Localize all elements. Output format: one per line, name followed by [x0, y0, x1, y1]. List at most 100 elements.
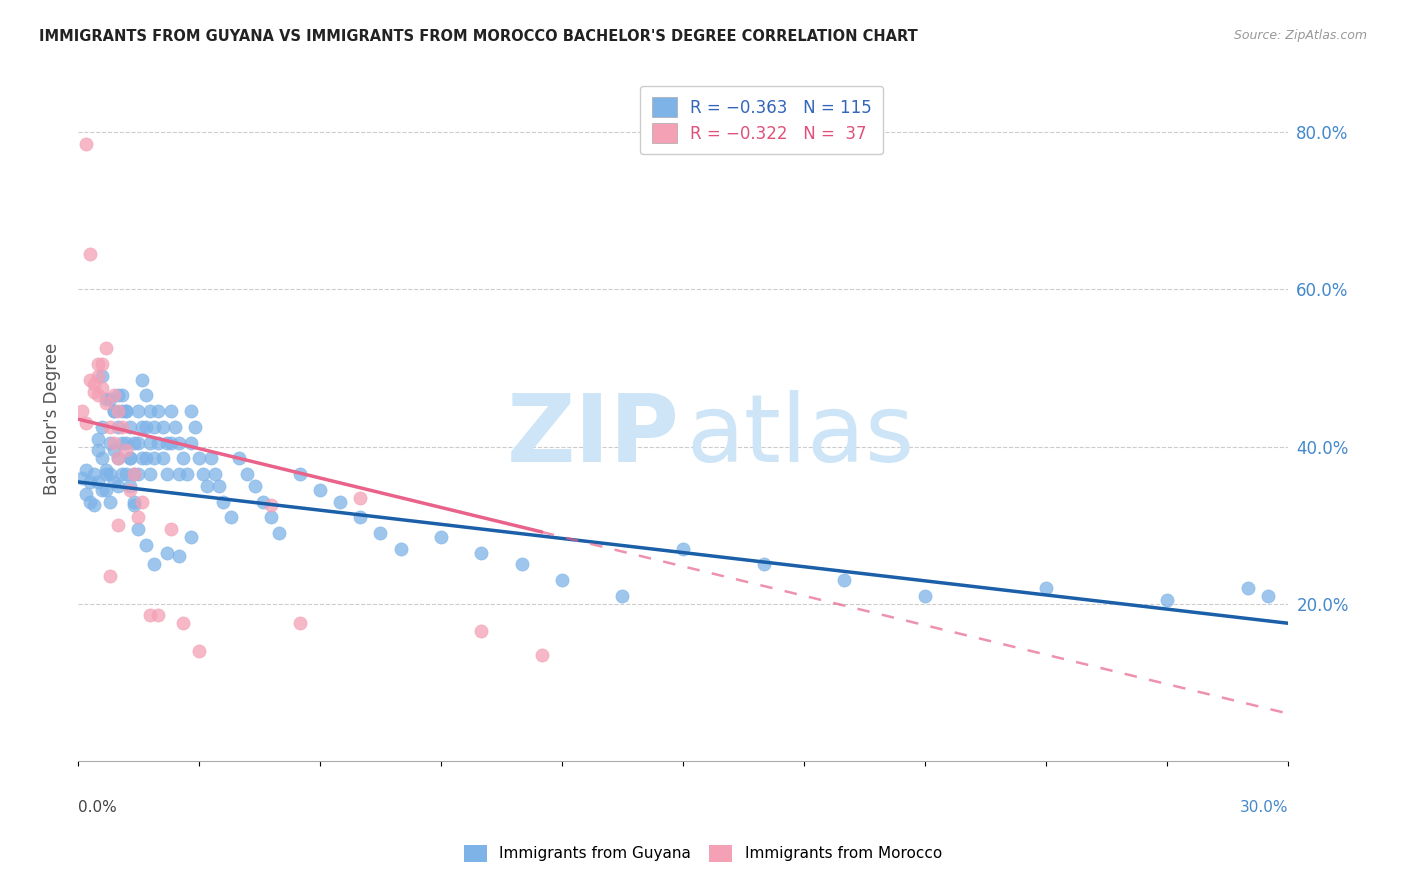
Point — [1156, 592, 1178, 607]
Point — [159, 435, 181, 450]
Point — [87, 368, 110, 383]
Text: IMMIGRANTS FROM GUYANA VS IMMIGRANTS FROM MOROCCO BACHELOR'S DEGREE CORRELATION : IMMIGRANTS FROM GUYANA VS IMMIGRANTS FRO… — [39, 29, 918, 44]
Point — [1035, 581, 1057, 595]
Text: 0.0%: 0.0% — [77, 799, 117, 814]
Point — [148, 608, 170, 623]
Point — [143, 420, 166, 434]
Text: Source: ZipAtlas.com: Source: ZipAtlas.com — [1233, 29, 1367, 42]
Point — [91, 420, 114, 434]
Point — [75, 416, 97, 430]
Point — [103, 388, 125, 402]
Point — [167, 467, 190, 481]
Point — [1257, 589, 1279, 603]
Point — [83, 467, 105, 481]
Point — [127, 404, 149, 418]
Point — [111, 404, 134, 418]
Point — [252, 494, 274, 508]
Point — [152, 451, 174, 466]
Point — [120, 451, 142, 466]
Point — [131, 451, 153, 466]
Point — [87, 432, 110, 446]
Point — [107, 518, 129, 533]
Point — [148, 404, 170, 418]
Point — [288, 616, 311, 631]
Point — [349, 510, 371, 524]
Point — [107, 388, 129, 402]
Point — [98, 420, 121, 434]
Point — [98, 392, 121, 407]
Point — [120, 479, 142, 493]
Point — [155, 435, 177, 450]
Point — [103, 435, 125, 450]
Point — [91, 368, 114, 383]
Point — [87, 357, 110, 371]
Point — [127, 522, 149, 536]
Point — [752, 558, 775, 572]
Point — [122, 467, 145, 481]
Point — [180, 404, 202, 418]
Point — [75, 463, 97, 477]
Point — [107, 479, 129, 493]
Point — [91, 357, 114, 371]
Point — [204, 467, 226, 481]
Point — [148, 435, 170, 450]
Point — [155, 467, 177, 481]
Point — [269, 525, 291, 540]
Point — [672, 541, 695, 556]
Point — [83, 384, 105, 399]
Point — [79, 494, 101, 508]
Point — [83, 499, 105, 513]
Point — [98, 435, 121, 450]
Point — [87, 475, 110, 489]
Point — [212, 494, 235, 508]
Point — [191, 467, 214, 481]
Point — [389, 541, 412, 556]
Point — [139, 435, 162, 450]
Point — [127, 467, 149, 481]
Point — [111, 435, 134, 450]
Point — [111, 388, 134, 402]
Point — [111, 420, 134, 434]
Point — [612, 589, 634, 603]
Point — [349, 491, 371, 505]
Point — [103, 443, 125, 458]
Point — [135, 388, 157, 402]
Point — [470, 624, 492, 639]
Point — [127, 435, 149, 450]
Point — [94, 392, 117, 407]
Point — [139, 404, 162, 418]
Point — [87, 388, 110, 402]
Point — [98, 569, 121, 583]
Point — [139, 608, 162, 623]
Point — [103, 404, 125, 418]
Point — [131, 373, 153, 387]
Point — [91, 483, 114, 497]
Point — [176, 467, 198, 481]
Point — [94, 483, 117, 497]
Point — [131, 494, 153, 508]
Point — [83, 376, 105, 391]
Point — [163, 420, 186, 434]
Point — [91, 451, 114, 466]
Point — [94, 467, 117, 481]
Point — [530, 648, 553, 662]
Point — [115, 404, 138, 418]
Point — [172, 616, 194, 631]
Point — [155, 545, 177, 559]
Point — [430, 530, 453, 544]
Point — [98, 467, 121, 481]
Point — [236, 467, 259, 481]
Point — [187, 644, 209, 658]
Point — [143, 451, 166, 466]
Legend: Immigrants from Guyana, Immigrants from Morocco: Immigrants from Guyana, Immigrants from … — [458, 838, 948, 868]
Point — [260, 499, 283, 513]
Point — [288, 467, 311, 481]
Point — [228, 451, 250, 466]
Text: atlas: atlas — [686, 390, 915, 483]
Point — [120, 420, 142, 434]
Point — [127, 510, 149, 524]
Point — [135, 420, 157, 434]
Point — [79, 373, 101, 387]
Point — [70, 471, 93, 485]
Point — [122, 494, 145, 508]
